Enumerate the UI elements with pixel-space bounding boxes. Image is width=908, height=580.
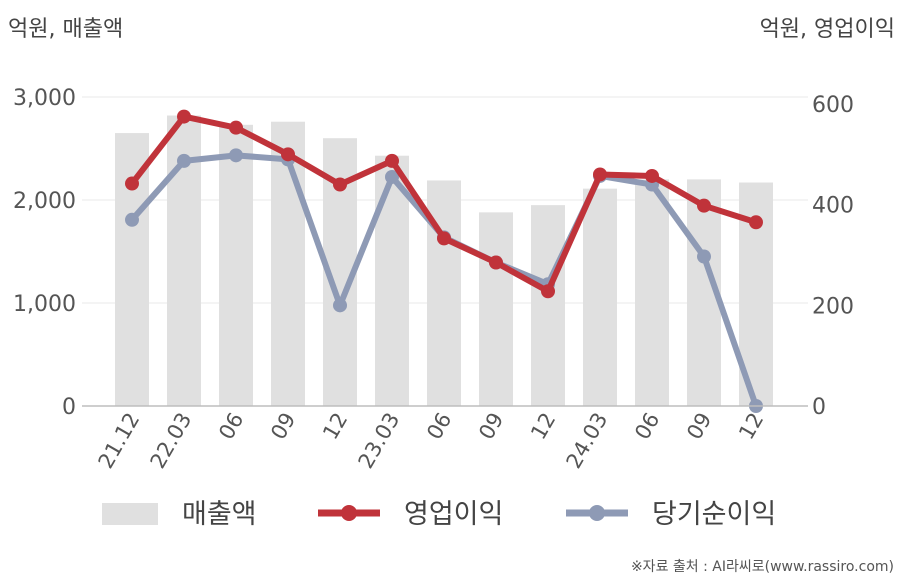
x-tick-label: 09 xyxy=(474,409,508,444)
revenue-bar xyxy=(583,188,617,406)
legend-swatch-revenue xyxy=(102,503,158,525)
x-tick-label: 09 xyxy=(682,409,716,444)
revenue-bar xyxy=(635,179,669,406)
legend-marker-net-income xyxy=(589,505,605,521)
operating-profit-point xyxy=(437,231,451,246)
x-tick-label: 24.03 xyxy=(561,409,612,473)
operating-profit-point xyxy=(125,176,139,191)
legend-label: 당기순이익 xyxy=(652,499,776,530)
x-tick-label: 21.12 xyxy=(93,409,144,473)
net-income-point xyxy=(125,212,139,227)
legend: 매출액 영업이익 당기순이익 xyxy=(102,499,776,530)
x-tick-label: 12 xyxy=(734,409,768,444)
source-note: ※자료 출처 : AI라씨로(www.rassiro.com) xyxy=(631,559,894,575)
revenue-bar xyxy=(531,205,565,406)
x-tick-label: 06 xyxy=(630,409,664,444)
net-income-point xyxy=(697,249,711,264)
operating-profit-point xyxy=(749,215,763,230)
x-tick-label: 12 xyxy=(318,409,352,444)
right-tick-label: 200 xyxy=(812,294,854,319)
net-income-point xyxy=(229,148,243,163)
right-tick-label: 400 xyxy=(812,194,854,219)
right-axis-unit: 억원, 영업이익 xyxy=(760,17,895,42)
operating-profit-point xyxy=(177,109,191,124)
right-tick-label: 0 xyxy=(812,395,826,420)
left-axis-unit: 억원, 매출액 xyxy=(8,17,123,42)
operating-profit-point xyxy=(229,120,243,135)
x-tick-label: 06 xyxy=(422,409,456,444)
x-tick-label: 09 xyxy=(266,409,300,444)
net-income-point xyxy=(177,153,191,168)
operating-profit-point xyxy=(593,167,607,182)
revenue-bars xyxy=(115,115,773,407)
left-tick-label: 0 xyxy=(62,395,76,420)
x-tick-label: 22.03 xyxy=(145,409,196,473)
revenue-bar xyxy=(219,124,253,406)
legend-marker-operating-profit xyxy=(341,505,357,521)
operating-profit-point xyxy=(281,147,295,162)
x-tick-label: 06 xyxy=(214,409,248,444)
revenue-bar xyxy=(479,212,513,406)
left-tick-label: 2,000 xyxy=(13,189,76,214)
operating-profit-point xyxy=(697,198,711,213)
left-tick-label: 1,000 xyxy=(13,292,76,317)
operating-profit-point xyxy=(489,255,503,270)
left-tick-label: 3,000 xyxy=(13,86,76,111)
operating-profit-point xyxy=(645,168,659,183)
operating-profit-point xyxy=(385,153,399,168)
legend-label: 영업이익 xyxy=(404,499,503,530)
net-income-point xyxy=(333,298,347,313)
revenue-bar xyxy=(271,121,305,406)
revenue-bar xyxy=(427,180,461,406)
profit-lines xyxy=(125,109,763,413)
legend-label: 매출액 xyxy=(182,499,257,530)
net-income-point xyxy=(385,169,399,184)
x-tick-label: 12 xyxy=(526,409,560,444)
x-tick-label: 23.03 xyxy=(353,409,404,473)
operating-profit-point xyxy=(541,284,555,299)
right-tick-label: 600 xyxy=(812,93,854,118)
revenue-bar xyxy=(115,133,149,407)
operating-profit-point xyxy=(333,177,347,192)
